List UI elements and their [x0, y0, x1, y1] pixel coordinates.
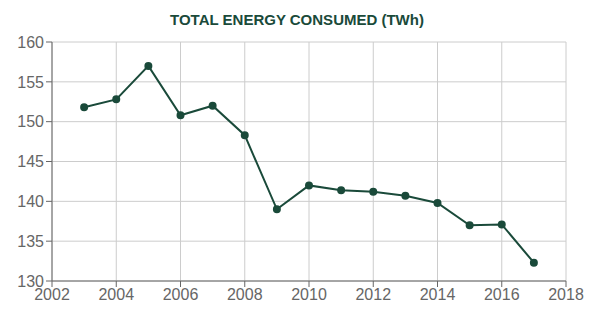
- svg-text:2014: 2014: [420, 286, 456, 303]
- svg-text:2002: 2002: [34, 286, 70, 304]
- svg-text:2004: 2004: [98, 286, 134, 303]
- svg-text:140: 140: [17, 193, 44, 210]
- html-text:TOTAL ENERGY CONSUMED (TWh): TOTAL ENERGY CONSUMED (TWh): [170, 11, 424, 28]
- svg-text:130: 130: [17, 273, 44, 290]
- svg-text:2008: 2008: [227, 286, 263, 303]
- svg-text:145: 145: [17, 153, 44, 170]
- svg-text:2018: 2018: [548, 286, 584, 303]
- svg-text:2012: 2012: [355, 286, 391, 303]
- svg-text:2016: 2016: [484, 286, 520, 303]
- svg-text:150: 150: [17, 113, 44, 130]
- svg-text:160: 160: [17, 34, 44, 51]
- svg-text:155: 155: [17, 74, 44, 91]
- svg-text:2006: 2006: [163, 286, 199, 303]
- svg-text:135: 135: [17, 233, 44, 250]
- svg-text:2010: 2010: [291, 286, 327, 303]
